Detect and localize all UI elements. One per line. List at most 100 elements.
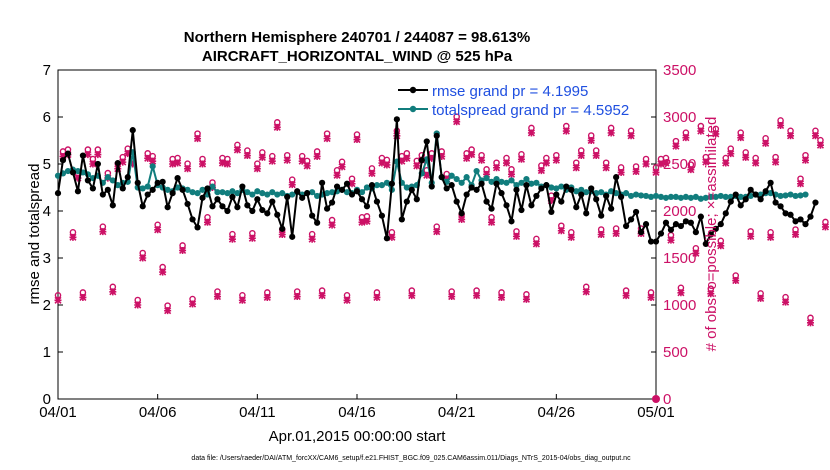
obs-assimilated-marker xyxy=(692,249,700,257)
obs-assimilated-marker xyxy=(179,246,187,255)
rmse-point xyxy=(294,188,301,195)
obs-assimilated-marker xyxy=(273,123,281,131)
rmse-point xyxy=(388,180,395,187)
obs-assimilated-marker xyxy=(717,242,725,250)
totalspread-point xyxy=(109,177,116,184)
y-right-tick-label: 1500 xyxy=(663,250,696,267)
rmse-point xyxy=(632,208,640,216)
obs-assimilated-marker xyxy=(522,295,530,303)
rmse-point xyxy=(149,186,156,193)
footnote: data file: /Users/raeder/DAI/ATM_forcXX/… xyxy=(191,455,631,462)
rmse-point xyxy=(378,212,386,219)
rmse-point xyxy=(448,182,455,189)
rmse-point xyxy=(797,216,804,223)
obs-assimilated-marker xyxy=(109,288,117,296)
obs-assimilated-marker xyxy=(233,146,241,154)
obs-assimilated-marker xyxy=(134,301,142,309)
totalspread-point xyxy=(523,175,530,183)
totalspread-point xyxy=(363,184,371,191)
rmse-point xyxy=(328,199,336,206)
rmse-point xyxy=(528,202,535,209)
obs-assimilated-marker xyxy=(512,232,521,240)
obs-assimilated-marker xyxy=(218,159,227,167)
obs-assimilated-marker xyxy=(473,292,481,300)
obs-assimilated-marker xyxy=(532,240,540,248)
totalspread-point xyxy=(697,195,704,202)
obs-assimilated-marker xyxy=(94,151,102,159)
obs-assimilated-marker xyxy=(54,296,62,304)
rmse-point xyxy=(488,205,495,212)
rmse-point xyxy=(179,186,186,193)
totalspread-point xyxy=(104,174,111,181)
obs-assimilated-marker xyxy=(258,153,266,161)
totalspread-point xyxy=(64,167,72,175)
totalspread-point xyxy=(707,193,714,200)
totalspread-point xyxy=(533,179,540,186)
totalspread-point xyxy=(249,191,256,198)
rmse-point xyxy=(324,205,331,212)
rmse-point xyxy=(109,202,116,209)
y-axis-label: rmse and totalspread xyxy=(26,164,43,305)
y-axis-right: 0 500 1000 1500 2000 2500 3000 3500 xyxy=(651,62,696,408)
obs-assimilated-marker xyxy=(592,151,600,160)
rmse-point xyxy=(583,210,590,217)
rmse-point xyxy=(782,210,789,217)
totalspread-point xyxy=(652,192,660,200)
rmse-point xyxy=(64,150,72,157)
obs-assimilated-marker xyxy=(672,142,680,150)
rmse-point xyxy=(458,210,465,217)
y-tick-label: 5 xyxy=(43,156,51,173)
rmse-point xyxy=(269,198,276,205)
rmse-point xyxy=(717,221,724,228)
y-axis-right-label: # of obs: o=possible; ×=assimilated xyxy=(703,117,720,352)
rmse-point xyxy=(104,186,111,193)
obs-assimilated-marker xyxy=(283,156,291,164)
obs-assimilated-marker xyxy=(697,127,705,135)
totalspread-point xyxy=(448,172,455,179)
rmse-point xyxy=(722,210,729,217)
obs-assimilated-marker xyxy=(483,170,491,178)
rmse-point xyxy=(588,185,595,192)
rmse-point xyxy=(249,207,256,215)
rmse-point xyxy=(259,206,266,214)
rmse-point xyxy=(608,205,615,212)
y-right-tick-label: 500 xyxy=(663,344,688,361)
obs-assimilated-marker xyxy=(169,160,177,168)
obs-assimilated-marker xyxy=(747,232,755,240)
y-right-tick-label: 2500 xyxy=(663,156,696,173)
totalspread-point xyxy=(632,191,640,198)
obs-assimilated-marker xyxy=(298,157,306,165)
obs-assimilated-marker xyxy=(542,159,550,167)
totalspread-point xyxy=(627,192,635,200)
chart-title-line1: Northern Hemisphere 240701 / 244087 = 98… xyxy=(184,29,530,46)
totalspread-point xyxy=(642,192,650,200)
totalspread-point xyxy=(518,179,525,186)
rmse-point xyxy=(463,191,470,198)
obs-assimilated-marker xyxy=(129,160,137,168)
totalspread-point xyxy=(264,191,271,198)
rmse-point xyxy=(468,184,475,191)
totalspread-point xyxy=(687,194,694,201)
rmse-point xyxy=(254,196,261,203)
totalspread-point xyxy=(373,182,381,189)
rmse-point xyxy=(274,211,281,218)
rmse-point xyxy=(164,204,171,211)
obs-assimilated-marker xyxy=(363,217,371,225)
rmse-point xyxy=(518,206,525,214)
rmse-point xyxy=(453,198,460,205)
rmse-point xyxy=(239,183,246,190)
obs-assimilated-marker xyxy=(662,159,670,167)
rmse-point xyxy=(333,183,341,190)
obs-assimilated-marker xyxy=(408,292,416,300)
totalspread-point xyxy=(712,193,719,200)
obs-assimilated-marker xyxy=(572,164,580,172)
y-right-tick-label: 2000 xyxy=(663,203,696,220)
totalspread-point xyxy=(498,178,505,185)
rmse-point xyxy=(264,210,271,217)
obs-assimilated-marker xyxy=(313,152,321,161)
obs-assimilated-marker xyxy=(517,155,526,163)
y-tick-label: 4 xyxy=(43,203,51,220)
obs-assimilated-marker xyxy=(293,292,301,301)
totalspread-point xyxy=(473,167,480,175)
obs-assimilated-marker xyxy=(74,174,82,182)
